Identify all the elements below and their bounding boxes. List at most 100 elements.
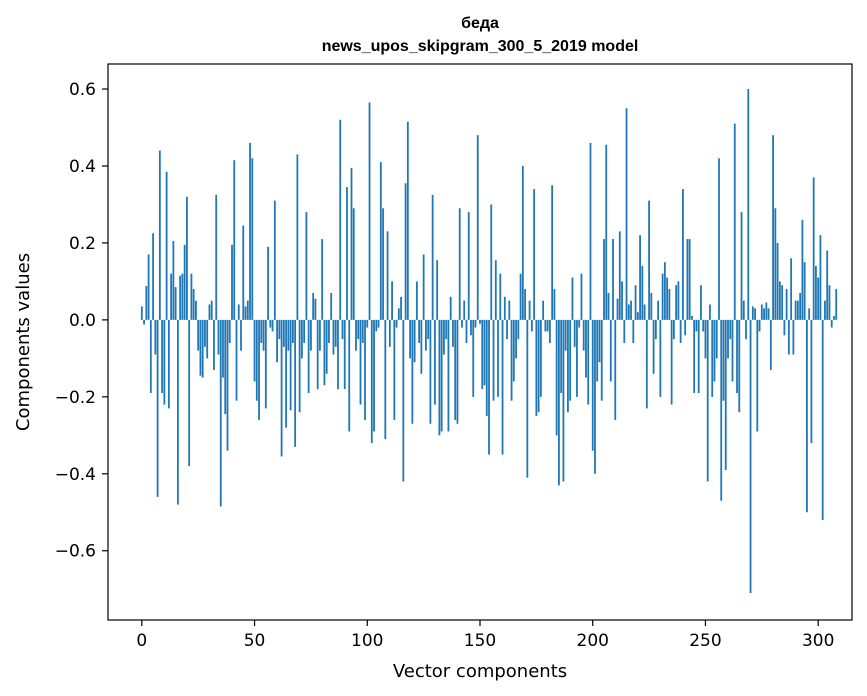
y-tick-label: −0.6 [55, 542, 96, 562]
bar [438, 319, 441, 436]
bar [519, 273, 522, 320]
bar [456, 319, 459, 424]
bar [639, 235, 641, 320]
bar [420, 319, 423, 374]
x-tick-label: 300 [802, 631, 834, 651]
x-tick-label: 200 [577, 631, 609, 651]
bar [409, 319, 412, 359]
bar [733, 123, 736, 320]
bar [476, 135, 479, 320]
bar [167, 319, 170, 409]
x-tick-label: 250 [689, 631, 721, 651]
bar [553, 289, 556, 320]
bar [567, 319, 569, 413]
bar [533, 189, 536, 320]
bar [632, 319, 635, 343]
bar [413, 319, 416, 363]
bar [434, 319, 436, 405]
bar [305, 212, 308, 320]
bar [267, 246, 269, 320]
bar [143, 319, 145, 325]
bar [643, 304, 646, 320]
bar [652, 319, 655, 374]
bar [833, 316, 835, 320]
bar [145, 286, 148, 320]
x-tick-label: 50 [244, 631, 266, 651]
bar [790, 258, 793, 320]
bar [452, 319, 454, 347]
bar [406, 121, 409, 320]
y-axis-label: Components values [13, 253, 34, 431]
bar [366, 319, 369, 328]
bar [796, 300, 799, 320]
bar [618, 231, 621, 320]
bar [208, 304, 211, 320]
bar [404, 183, 407, 320]
bar [237, 304, 240, 320]
bar [551, 185, 554, 320]
bar [607, 292, 610, 320]
bar [217, 319, 220, 355]
bar [742, 300, 745, 320]
bar [348, 319, 351, 432]
bar [316, 319, 319, 390]
bar [503, 296, 506, 320]
bar [627, 304, 630, 320]
bar [294, 319, 297, 447]
bar [621, 281, 623, 320]
bar [677, 281, 680, 320]
bar [614, 319, 617, 420]
x-axis: 0 50 100 150 200 250 300 [136, 620, 834, 651]
bar [140, 306, 143, 320]
bar [697, 319, 700, 393]
bar [431, 194, 434, 320]
bar [769, 319, 772, 370]
bar [323, 319, 326, 386]
bar [463, 300, 466, 320]
x-tick-label: 0 [136, 631, 147, 651]
bar [386, 231, 389, 320]
bar [328, 319, 330, 343]
bar [580, 273, 583, 320]
bar [467, 212, 470, 320]
bar [285, 319, 288, 428]
bar [165, 171, 168, 320]
bar [269, 319, 272, 328]
bar [821, 319, 824, 520]
bar [303, 319, 306, 343]
bar [271, 319, 274, 332]
bar [415, 281, 418, 320]
bar [704, 319, 707, 359]
bar [645, 319, 648, 409]
bar [445, 319, 448, 340]
bar [659, 319, 662, 397]
bar [343, 319, 346, 390]
bar [691, 316, 693, 320]
bar [686, 239, 689, 320]
bar [623, 319, 626, 343]
bar [612, 239, 614, 320]
bar [803, 262, 806, 320]
bar [706, 319, 709, 482]
y-tick-label: 0.2 [69, 234, 96, 254]
bar [830, 319, 833, 328]
bar [758, 319, 761, 332]
bar [458, 208, 461, 320]
bar [657, 300, 660, 320]
bar [636, 312, 639, 320]
bar [422, 254, 425, 320]
bar [724, 319, 727, 470]
bar [745, 319, 747, 340]
bar [783, 319, 786, 336]
bar [154, 319, 157, 355]
bar [321, 239, 324, 320]
bar [760, 304, 763, 320]
bar [713, 319, 716, 382]
bar [817, 277, 820, 320]
bar [517, 319, 520, 340]
bar [512, 319, 515, 382]
bar [429, 319, 432, 424]
bar [528, 300, 531, 320]
bar [197, 319, 200, 351]
